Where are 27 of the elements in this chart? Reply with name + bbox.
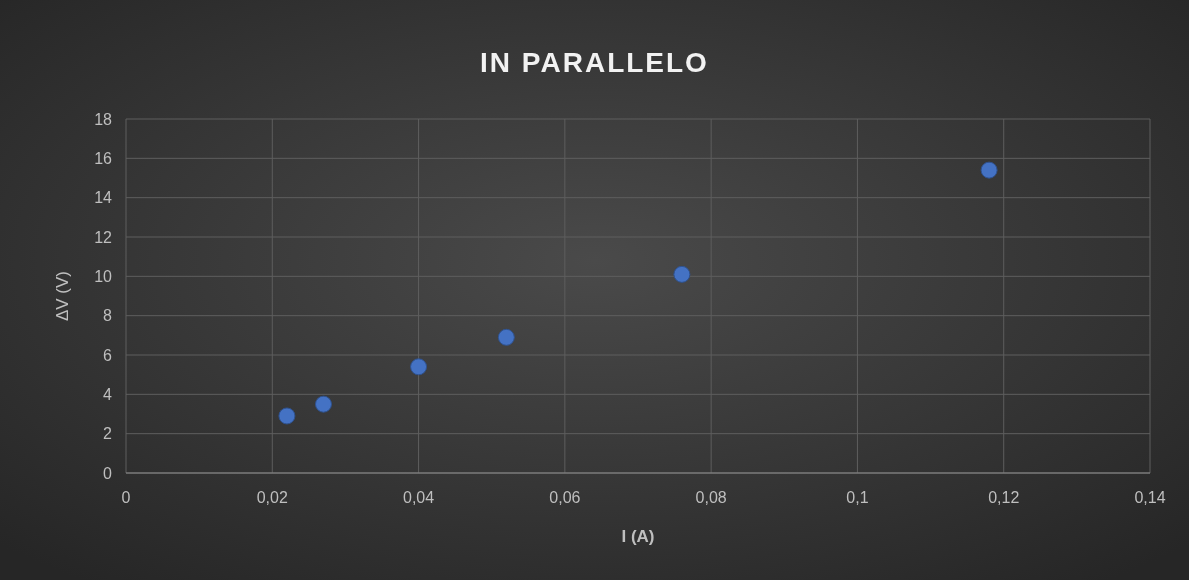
point	[673, 265, 691, 283]
x-tick-label: 0,1	[846, 489, 869, 506]
y-tick-label: 4	[103, 385, 113, 403]
x-tick-label: 0	[121, 489, 131, 506]
point	[497, 328, 515, 346]
point	[314, 395, 332, 413]
y-tick-label: 6	[103, 346, 113, 364]
x-tick-label: 0,02	[256, 489, 288, 506]
y-axis-title: ΔV (V)	[53, 270, 72, 322]
y-tick-label: 12	[94, 228, 113, 246]
y-tick-label: 14	[94, 189, 113, 207]
y-tick-label: 8	[103, 307, 113, 325]
y-tick-label: 2	[103, 425, 113, 443]
x-tick-label: 0,14	[1134, 489, 1166, 506]
point	[410, 358, 428, 376]
y-tick-label: 16	[94, 149, 113, 167]
y-tick-label: 10	[94, 267, 113, 285]
x-tick-label: 0,08	[695, 489, 727, 506]
y-tick-label: 18	[94, 110, 113, 128]
x-axis-title: I (A)	[621, 527, 655, 546]
chart-title: IN PARALLELO	[480, 47, 709, 78]
x-tick-label: 0,12	[988, 489, 1020, 506]
y-tick-label: 0	[103, 464, 113, 482]
x-tick-label: 0,04	[403, 489, 435, 506]
point	[980, 161, 998, 179]
point	[278, 407, 296, 425]
x-tick-label: 0,06	[549, 489, 581, 506]
